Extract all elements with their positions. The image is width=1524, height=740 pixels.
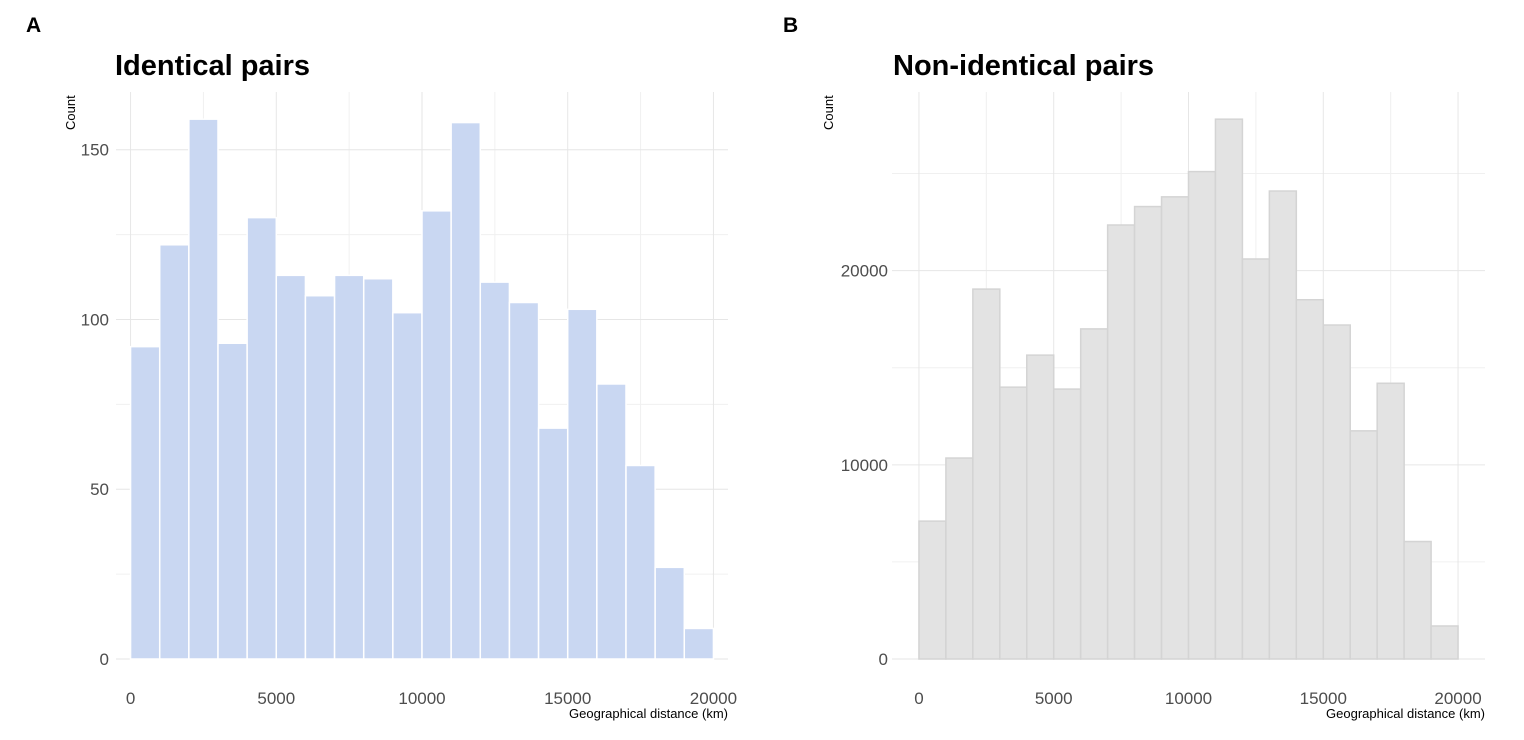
histogram-bar bbox=[508, 301, 540, 660]
histogram-bar bbox=[683, 627, 715, 660]
x-tick-label: 0 bbox=[126, 689, 135, 708]
histogram-bar bbox=[1241, 258, 1271, 660]
histogram-bar bbox=[188, 118, 219, 660]
histogram-chart: 0 5000 10000 15000 20000 0 50 100 150 bbox=[81, 92, 737, 708]
histogram-bar bbox=[537, 427, 569, 660]
histogram-bar bbox=[1187, 170, 1217, 660]
histogram-bar bbox=[217, 342, 248, 660]
histogram-bar bbox=[1106, 224, 1136, 660]
histogram-bar bbox=[1052, 388, 1082, 660]
histogram-chart: 0 5000 10000 15000 20000 0 10000 20000 bbox=[841, 92, 1485, 708]
histogram-bar bbox=[625, 464, 656, 660]
histogram-bar bbox=[1322, 324, 1351, 660]
x-tick-label: 20000 bbox=[690, 689, 737, 708]
histogram-bar bbox=[1214, 118, 1244, 660]
y-tick-label: 150 bbox=[81, 141, 109, 160]
histogram-bar bbox=[1160, 196, 1190, 660]
y-tick-label: 20000 bbox=[841, 262, 888, 281]
y-tick-label: 50 bbox=[90, 480, 109, 499]
histogram-bar bbox=[333, 274, 365, 660]
y-tick-label: 100 bbox=[81, 310, 109, 329]
y-tick-label: 0 bbox=[879, 650, 888, 669]
histogram-bar bbox=[1430, 625, 1459, 660]
histogram-bar bbox=[129, 345, 161, 660]
histogram-bar bbox=[1403, 540, 1432, 660]
y-tick-label: 10000 bbox=[841, 456, 888, 475]
panel-a: A Identical pairs Count Geographical dis… bbox=[26, 14, 737, 721]
x-tick-label: 5000 bbox=[257, 689, 295, 708]
histogram-bar bbox=[1079, 328, 1109, 660]
y-tick-label: 0 bbox=[100, 650, 109, 669]
histogram-bar bbox=[421, 210, 452, 660]
panel-b: B Non-identical pairs Count Geographical… bbox=[762, 0, 1524, 740]
histogram-bar bbox=[158, 244, 190, 660]
histogram-bar bbox=[362, 277, 394, 660]
histogram-bar bbox=[596, 383, 627, 660]
histogram-bar bbox=[479, 281, 511, 660]
histogram-bar bbox=[945, 457, 974, 660]
histogram-bar bbox=[566, 308, 598, 660]
chart-title: Identical pairs bbox=[115, 50, 311, 82]
histogram-bar bbox=[1268, 190, 1298, 660]
x-tick-label: 10000 bbox=[398, 689, 445, 708]
x-tick-label: 15000 bbox=[544, 689, 591, 708]
histogram-bar bbox=[392, 311, 423, 660]
histogram-bar bbox=[450, 121, 482, 660]
x-tick-label: 15000 bbox=[1300, 689, 1347, 708]
panel-letter: A bbox=[26, 14, 42, 37]
panel-letter: B bbox=[783, 14, 799, 37]
histogram-bar bbox=[999, 386, 1028, 660]
histogram-bar bbox=[654, 566, 686, 660]
histogram-bar bbox=[972, 288, 1001, 660]
x-tick-label: 10000 bbox=[1165, 689, 1212, 708]
histogram-bar bbox=[1376, 382, 1405, 660]
histogram-bar bbox=[1133, 205, 1163, 660]
x-tick-label: 0 bbox=[914, 689, 923, 708]
x-axis-label: Geographical distance (km) bbox=[569, 706, 728, 721]
chart-title: Non-identical pairs bbox=[893, 50, 1155, 82]
x-axis-label: Geographical distance (km) bbox=[1326, 706, 1485, 721]
histogram-bar bbox=[275, 274, 307, 660]
histogram-bar bbox=[304, 294, 336, 660]
x-tick-label: 5000 bbox=[1035, 689, 1073, 708]
histogram-bar bbox=[918, 520, 947, 660]
histogram-bar bbox=[246, 216, 278, 660]
x-tick-label: 20000 bbox=[1434, 689, 1481, 708]
histogram-bar bbox=[1349, 430, 1378, 660]
histogram-bar bbox=[1026, 354, 1055, 660]
histogram-bar bbox=[1295, 299, 1325, 660]
